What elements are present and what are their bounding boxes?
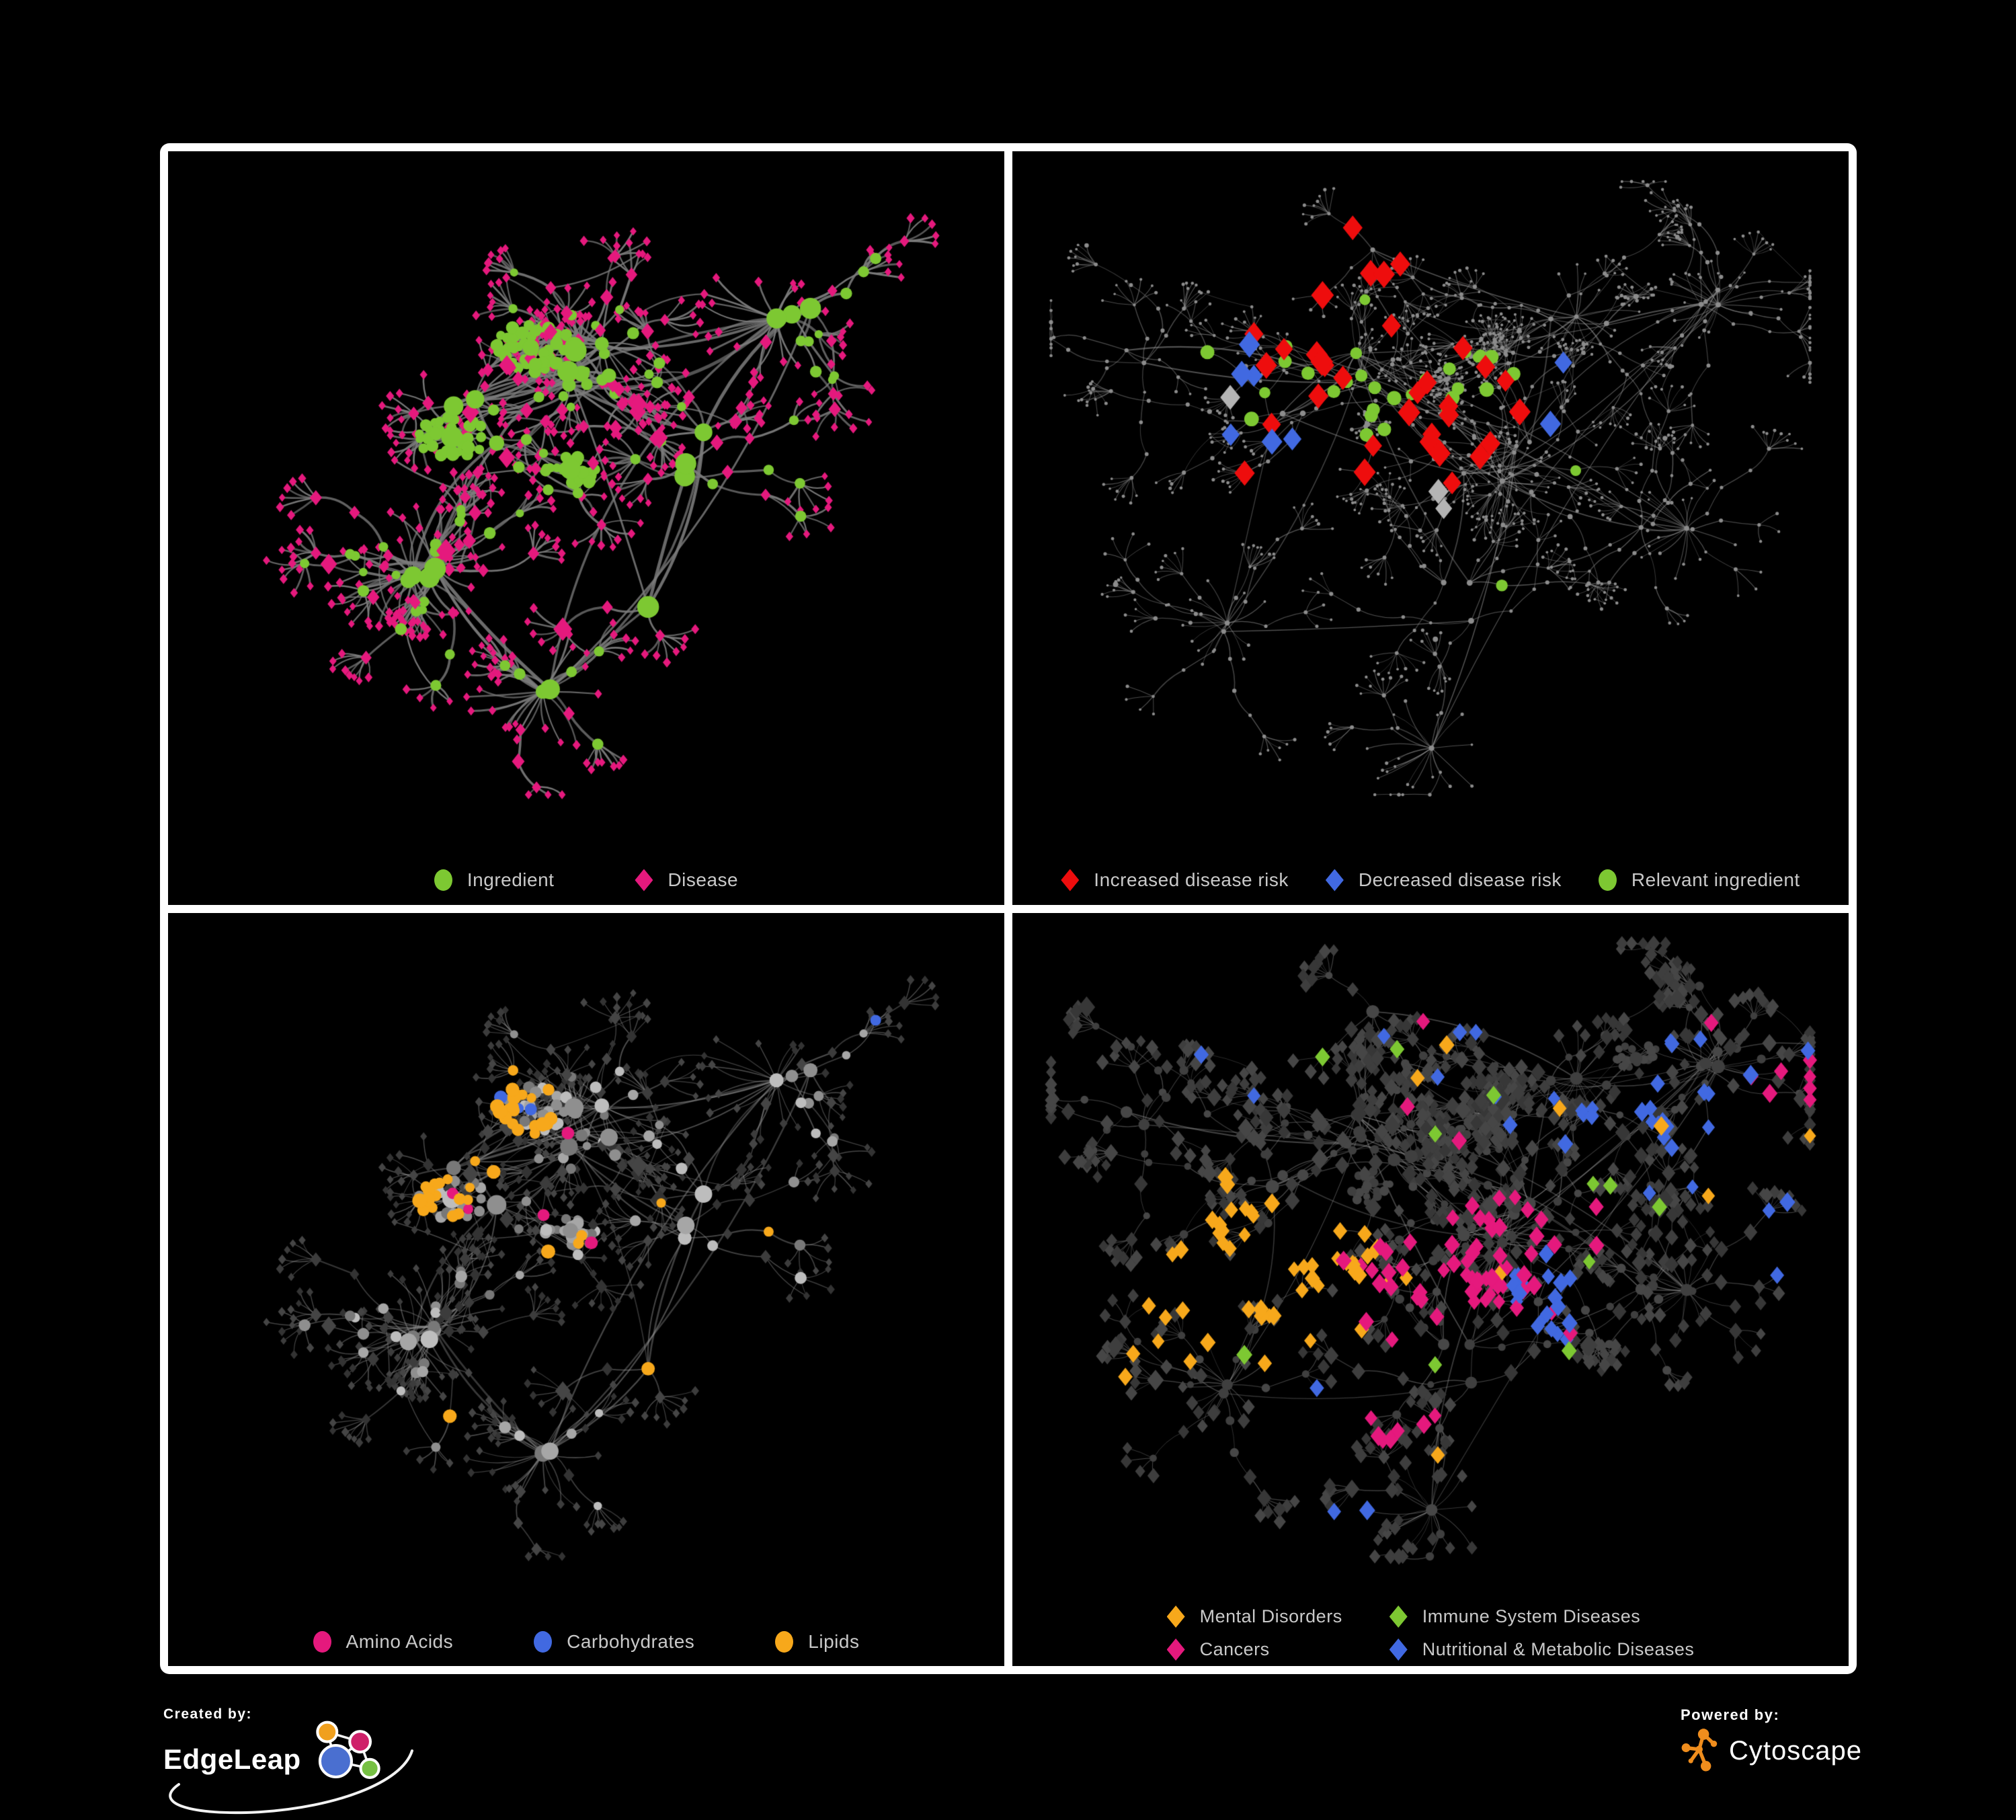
decreased-risk-diamond-icon: [1325, 869, 1344, 892]
legend-label: Immune System Diseases: [1422, 1606, 1641, 1626]
disease-diamond-icon: [635, 869, 653, 892]
network-view-ingredient-disease: [168, 151, 1004, 837]
legend-label: Carbohydrates: [567, 1631, 695, 1652]
panel-nutrient-classes: Amino Acids Carbohydrates Lipids: [168, 912, 1004, 1666]
legend-label: Decreased disease risk: [1358, 869, 1562, 890]
legend-item: Increased disease risk: [1061, 869, 1289, 892]
legend-item: Ingredient: [434, 869, 555, 891]
immune-system-diseases-diamond-icon: [1389, 1606, 1408, 1628]
legend-item: Carbohydrates: [534, 1631, 694, 1653]
legend-label: Relevant ingredient: [1631, 869, 1800, 890]
edgeleap-wordmark: EdgeLeap: [163, 1743, 301, 1775]
legend-item: Decreased disease risk: [1325, 869, 1562, 892]
powered-by-label: Powered by:: [1681, 1706, 1780, 1723]
legend-disease-classes: Mental Disorders Immune System Diseases …: [1012, 1606, 1849, 1661]
edgeleap-branding: Created by: EdgeLeap: [163, 1706, 473, 1815]
panel-grid: Ingredient Disease Increased disease ris…: [160, 143, 1857, 1674]
edgeleap-logo-icon: [315, 1720, 380, 1779]
legend-item: Immune System Diseases: [1389, 1606, 1695, 1628]
panel-disease-risk: Increased disease risk Decreased disease…: [1012, 151, 1849, 905]
mental-disorders-diamond-icon: [1166, 1606, 1185, 1628]
legend-item: Nutritional & Metabolic Diseases: [1389, 1638, 1695, 1661]
legend-label: Nutritional & Metabolic Diseases: [1422, 1639, 1695, 1659]
network-view-disease-risk: [1012, 151, 1849, 837]
cancers-diamond-icon: [1166, 1638, 1185, 1661]
legend-disease-risk: Increased disease risk Decreased disease…: [1012, 869, 1849, 892]
lipids-circle-icon: [775, 1631, 794, 1653]
created-by-label: Created by:: [163, 1706, 253, 1722]
amino-acids-circle-icon: [313, 1631, 331, 1653]
legend-item: Lipids: [775, 1631, 859, 1653]
legend-label: Amino Acids: [346, 1631, 454, 1652]
panel-disease-classes: Mental Disorders Immune System Diseases …: [1012, 912, 1849, 1666]
nutritional-metabolic-diseases-diamond-icon: [1389, 1638, 1408, 1661]
network-view-nutrient-classes: [168, 912, 1004, 1599]
panel-ingredient-disease: Ingredient Disease: [168, 151, 1004, 905]
legend-nutrient-classes: Amino Acids Carbohydrates Lipids: [168, 1631, 1004, 1653]
legend-item: Amino Acids: [313, 1631, 454, 1653]
legend-item: Disease: [635, 869, 738, 892]
legend-label: Cancers: [1199, 1639, 1270, 1659]
legend-label: Increased disease risk: [1094, 869, 1289, 890]
legend-label: Disease: [668, 869, 739, 890]
cytoscape-branding: Powered by: Cytoscape: [1681, 1706, 1949, 1801]
legend-item: Relevant ingredient: [1598, 869, 1800, 891]
relevant-ingredient-circle-icon: [1598, 869, 1617, 891]
legend-label: Mental Disorders: [1199, 1606, 1342, 1626]
increased-risk-diamond-icon: [1061, 869, 1080, 892]
carbohydrates-circle-icon: [534, 1631, 553, 1653]
legend-label: Lipids: [808, 1631, 860, 1652]
legend-ingredient-disease: Ingredient Disease: [168, 869, 1004, 892]
ingredient-circle-icon: [434, 869, 452, 891]
network-view-disease-classes: [1012, 912, 1849, 1599]
legend-label: Ingredient: [467, 869, 555, 890]
cytoscape-wordmark: Cytoscape: [1729, 1735, 1862, 1766]
cytoscape-logo-icon: [1681, 1729, 1718, 1772]
legend-item: Cancers: [1166, 1638, 1342, 1661]
legend-item: Mental Disorders: [1166, 1606, 1342, 1628]
